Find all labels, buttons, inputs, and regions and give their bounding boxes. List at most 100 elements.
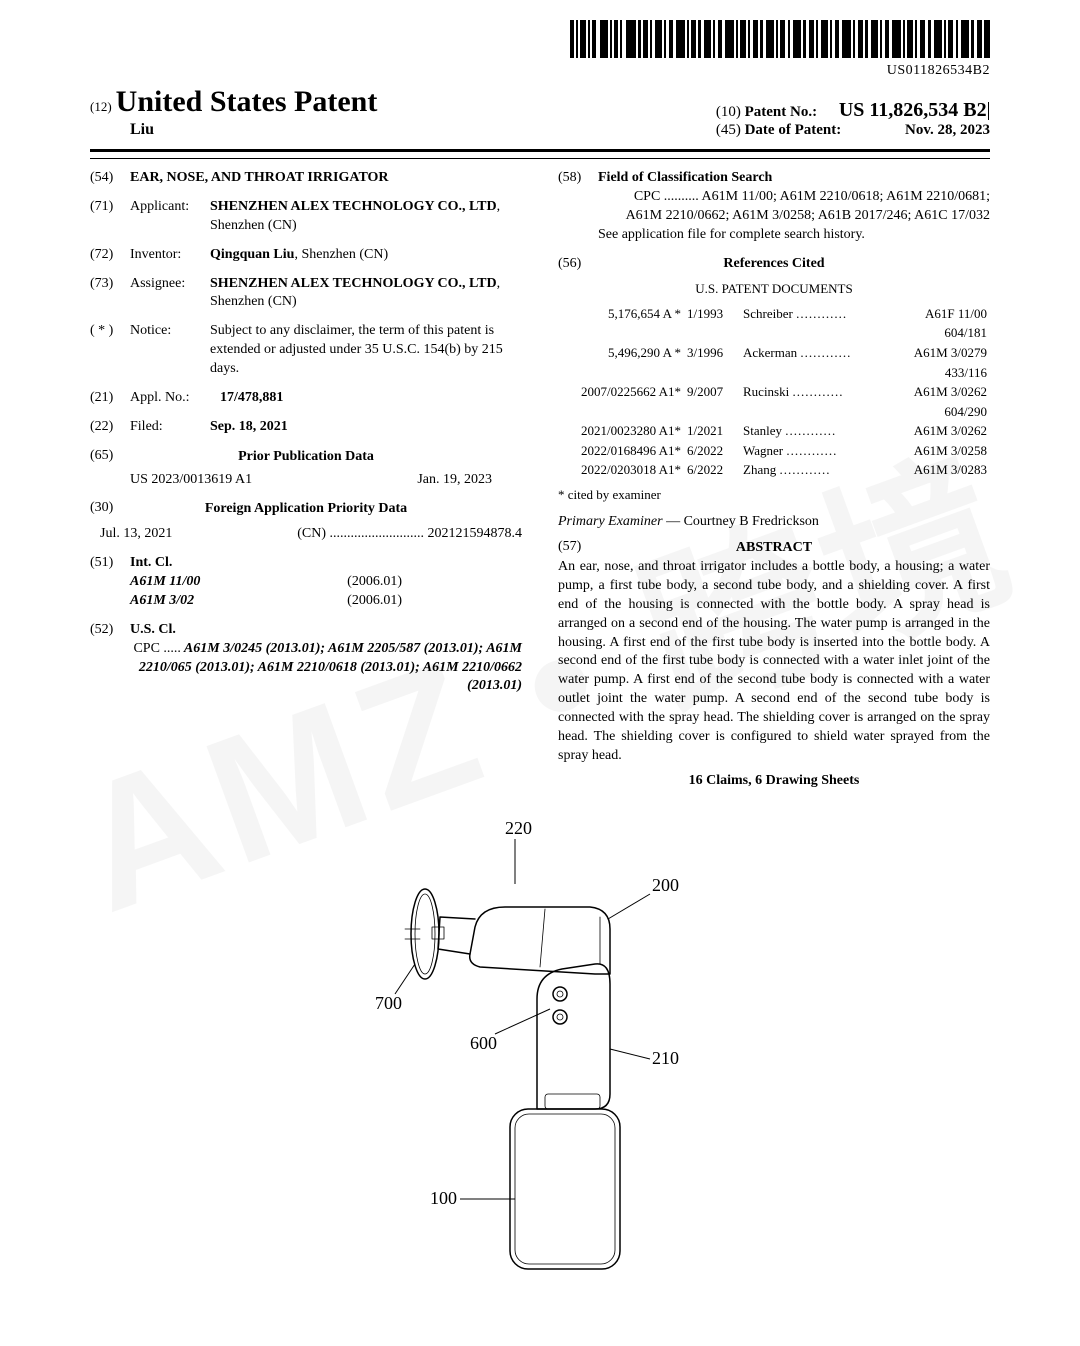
divider-thin xyxy=(90,158,990,159)
code-54: (54) xyxy=(90,169,130,188)
examiner-name: Courtney B Fredrickson xyxy=(684,514,819,529)
barcode-block: US011826534B2 xyxy=(90,20,990,79)
inventor-loc: , Shenzhen (CN) xyxy=(294,247,388,262)
code-71: (71) xyxy=(90,198,130,236)
code-22: (22) xyxy=(90,418,130,437)
examiner-sep: — xyxy=(663,514,684,529)
code-57: (57) xyxy=(558,538,598,557)
code-56: (56) xyxy=(558,255,598,274)
label-applno: Appl. No.: xyxy=(130,389,220,408)
code-star: ( * ) xyxy=(90,322,130,379)
field-notice: ( * ) Notice: Subject to any disclaimer,… xyxy=(90,322,522,379)
patent-no-label: Patent No.: xyxy=(745,104,817,120)
field-uscl: (52)U.S. Cl. CPC ..... A61M 3/0245 (2013… xyxy=(90,621,522,697)
intcl-row: A61M 11/00(2006.01) xyxy=(130,573,522,592)
field-applno: (21) Appl. No.: 17/478,881 xyxy=(90,389,522,408)
ref-subrow: 433/116 xyxy=(558,363,990,383)
field-foreign: (30) Foreign Application Priority Data J… xyxy=(90,499,522,544)
divider-thick xyxy=(90,149,990,152)
label-assignee: Assignee: xyxy=(130,275,210,313)
field-title: (54) EAR, NOSE, AND THROAT IRRIGATOR xyxy=(90,169,522,188)
field-priorpub: (65) Prior Publication Data US 2023/0013… xyxy=(90,447,522,490)
assignee-name: SHENZHEN ALEX TECHNOLOGY CO., LTD xyxy=(210,276,497,291)
code-73: (73) xyxy=(90,275,130,313)
doc-kind: United States Patent xyxy=(116,85,378,118)
claims-line: 16 Claims, 6 Drawing Sheets xyxy=(558,772,990,791)
search-cpc-label: CPC .......... xyxy=(634,189,699,204)
fig-label-200: 200 xyxy=(652,875,679,895)
priorpub-num: US 2023/0013619 A1 xyxy=(130,471,252,490)
cpc-text: A61M 3/0245 (2013.01); A61M 2205/587 (20… xyxy=(139,641,522,694)
ref-row: 2022/0203018 A1*6/2022Zhang ............… xyxy=(558,460,990,480)
fig-label-210: 210 xyxy=(652,1048,679,1068)
abstract-text: An ear, nose, and throat irrigator inclu… xyxy=(558,558,990,766)
date-code: (45) xyxy=(716,122,741,138)
label-applicant: Applicant: xyxy=(130,198,210,236)
field-inventor: (72) Inventor: Qingquan Liu, Shenzhen (C… xyxy=(90,246,522,265)
field-refs: (56) References Cited U.S. PATENT DOCUME… xyxy=(558,255,990,504)
ref-row: 2007/0225662 A1*9/2007Rucinski .........… xyxy=(558,382,990,402)
examiner-label: Primary Examiner xyxy=(558,514,663,529)
cited-note: * cited by examiner xyxy=(558,486,990,504)
code-52: (52) xyxy=(90,621,130,640)
dots: ........................... xyxy=(330,526,425,541)
foreign-title: Foreign Application Priority Data xyxy=(90,500,522,519)
foreign-num: 202121594878.4 xyxy=(428,526,523,541)
patent-figure: 220 200 700 600 210 100 xyxy=(90,799,990,1294)
barcode xyxy=(570,20,990,58)
patent-page: AMZ • 跨境 US011826534B2 (12) United State… xyxy=(0,0,1080,1346)
label-search: Field of Classification Search xyxy=(598,170,772,185)
left-column: (54) EAR, NOSE, AND THROAT IRRIGATOR (71… xyxy=(90,169,522,791)
patent-no: US 11,826,534 B2 xyxy=(839,99,987,121)
text-cursor xyxy=(988,102,989,120)
field-abstract: (57) ABSTRACT An ear, nose, and throat i… xyxy=(558,538,990,790)
applno-val: 17/478,881 xyxy=(220,389,522,408)
priorpub-date: Jan. 19, 2023 xyxy=(417,471,492,490)
code-65: (65) xyxy=(90,447,130,466)
field-assignee: (73) Assignee: SHENZHEN ALEX TECHNOLOGY … xyxy=(90,275,522,313)
label-uscl: U.S. Cl. xyxy=(130,622,176,637)
refs-subtitle: U.S. PATENT DOCUMENTS xyxy=(558,280,990,298)
header-inventor: Liu xyxy=(130,121,377,139)
ref-row: 2022/0168496 A1*6/2022Wagner ...........… xyxy=(558,441,990,461)
code-51: (51) xyxy=(90,554,130,573)
body-columns: (54) EAR, NOSE, AND THROAT IRRIGATOR (71… xyxy=(90,169,990,791)
search-note: See application file for complete search… xyxy=(558,226,990,245)
field-examiner: Primary Examiner — Courtney B Fredrickso… xyxy=(558,513,990,532)
intcl-row: A61M 3/02(2006.01) xyxy=(130,592,522,611)
ref-row: 5,176,654 A *1/1993Schreiber ...........… xyxy=(558,304,990,324)
cpc-label: CPC ..... xyxy=(133,641,180,656)
label-inventor: Inventor: xyxy=(130,246,210,265)
patent-no-code: (10) xyxy=(716,104,741,120)
barcode-caption: US011826534B2 xyxy=(90,63,990,79)
header: (12) United States Patent Liu (10) Paten… xyxy=(90,85,990,145)
notice-text: Subject to any disclaimer, the term of t… xyxy=(210,322,522,379)
doc-kind-code: (12) xyxy=(90,99,112,114)
code-30: (30) xyxy=(90,499,130,518)
ref-row: 5,496,290 A *3/1996Ackerman ............… xyxy=(558,343,990,363)
field-intcl: (51)Int. Cl. A61M 11/00(2006.01)A61M 3/0… xyxy=(90,554,522,611)
field-applicant: (71) Applicant: SHENZHEN ALEX TECHNOLOGY… xyxy=(90,198,522,236)
ref-subrow: 604/181 xyxy=(558,323,990,343)
fig-label-700: 700 xyxy=(375,993,402,1013)
priorpub-title: Prior Publication Data xyxy=(90,448,522,467)
invention-title: EAR, NOSE, AND THROAT IRRIGATOR xyxy=(130,169,522,188)
foreign-country: (CN) xyxy=(297,526,326,541)
code-72: (72) xyxy=(90,246,130,265)
filed-val: Sep. 18, 2021 xyxy=(210,418,522,437)
patent-date: Nov. 28, 2023 xyxy=(905,122,990,138)
date-label: Date of Patent: xyxy=(745,122,842,138)
right-column: (58)Field of Classification Search CPC .… xyxy=(558,169,990,791)
header-right: (10) Patent No.: US 11,826,534 B2 (45) D… xyxy=(716,99,990,139)
code-58: (58) xyxy=(558,169,598,188)
fig-label-100: 100 xyxy=(430,1188,457,1208)
field-search: (58)Field of Classification Search CPC .… xyxy=(558,169,990,245)
field-filed: (22) Filed: Sep. 18, 2021 xyxy=(90,418,522,437)
ref-row: 2021/0023280 A1*1/2021Stanley ..........… xyxy=(558,421,990,441)
fig-label-220: 220 xyxy=(505,818,532,838)
label-notice: Notice: xyxy=(130,322,210,379)
refs-title: References Cited xyxy=(558,255,990,274)
inventor-name: Qingquan Liu xyxy=(210,247,294,262)
code-21: (21) xyxy=(90,389,130,408)
header-left: (12) United States Patent Liu xyxy=(90,85,377,139)
